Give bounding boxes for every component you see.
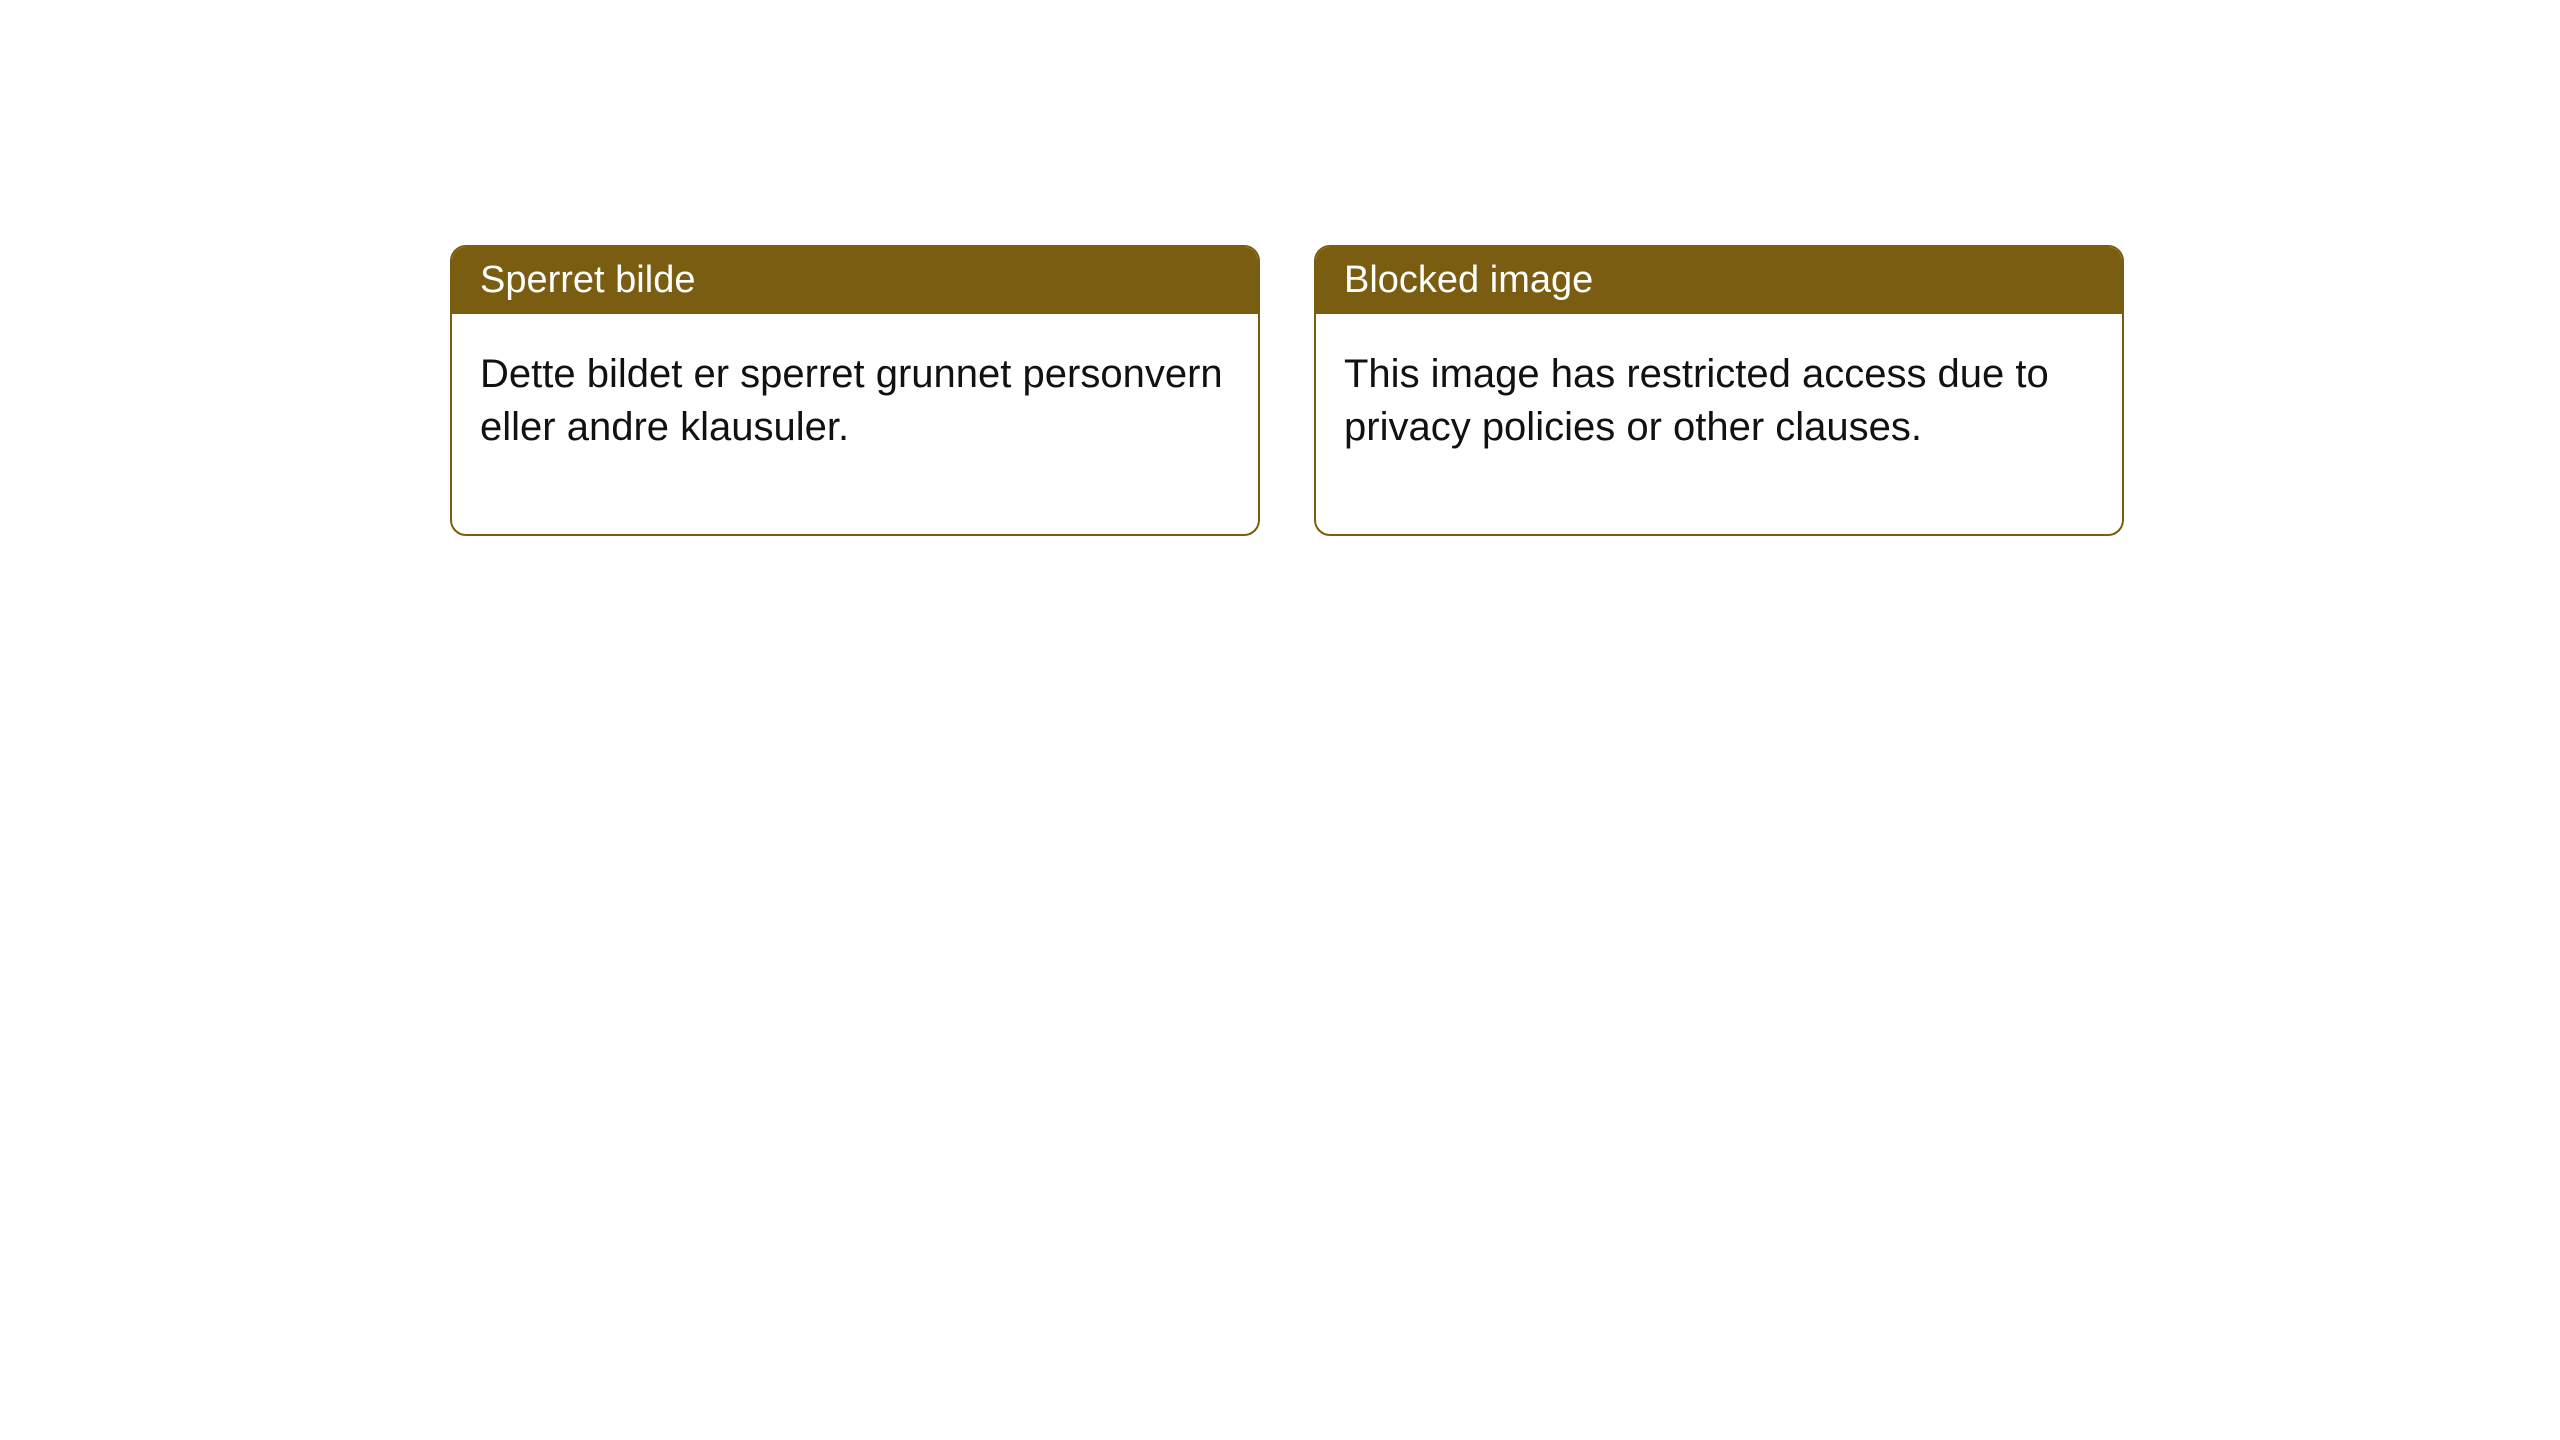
notice-card-english: Blocked image This image has restricted …: [1314, 245, 2124, 536]
card-header: Sperret bilde: [452, 247, 1258, 314]
card-header: Blocked image: [1316, 247, 2122, 314]
notice-card-norwegian: Sperret bilde Dette bildet er sperret gr…: [450, 245, 1260, 536]
card-body: This image has restricted access due to …: [1316, 314, 2122, 534]
card-body: Dette bildet er sperret grunnet personve…: [452, 314, 1258, 534]
notice-container: Sperret bilde Dette bildet er sperret gr…: [0, 0, 2560, 536]
